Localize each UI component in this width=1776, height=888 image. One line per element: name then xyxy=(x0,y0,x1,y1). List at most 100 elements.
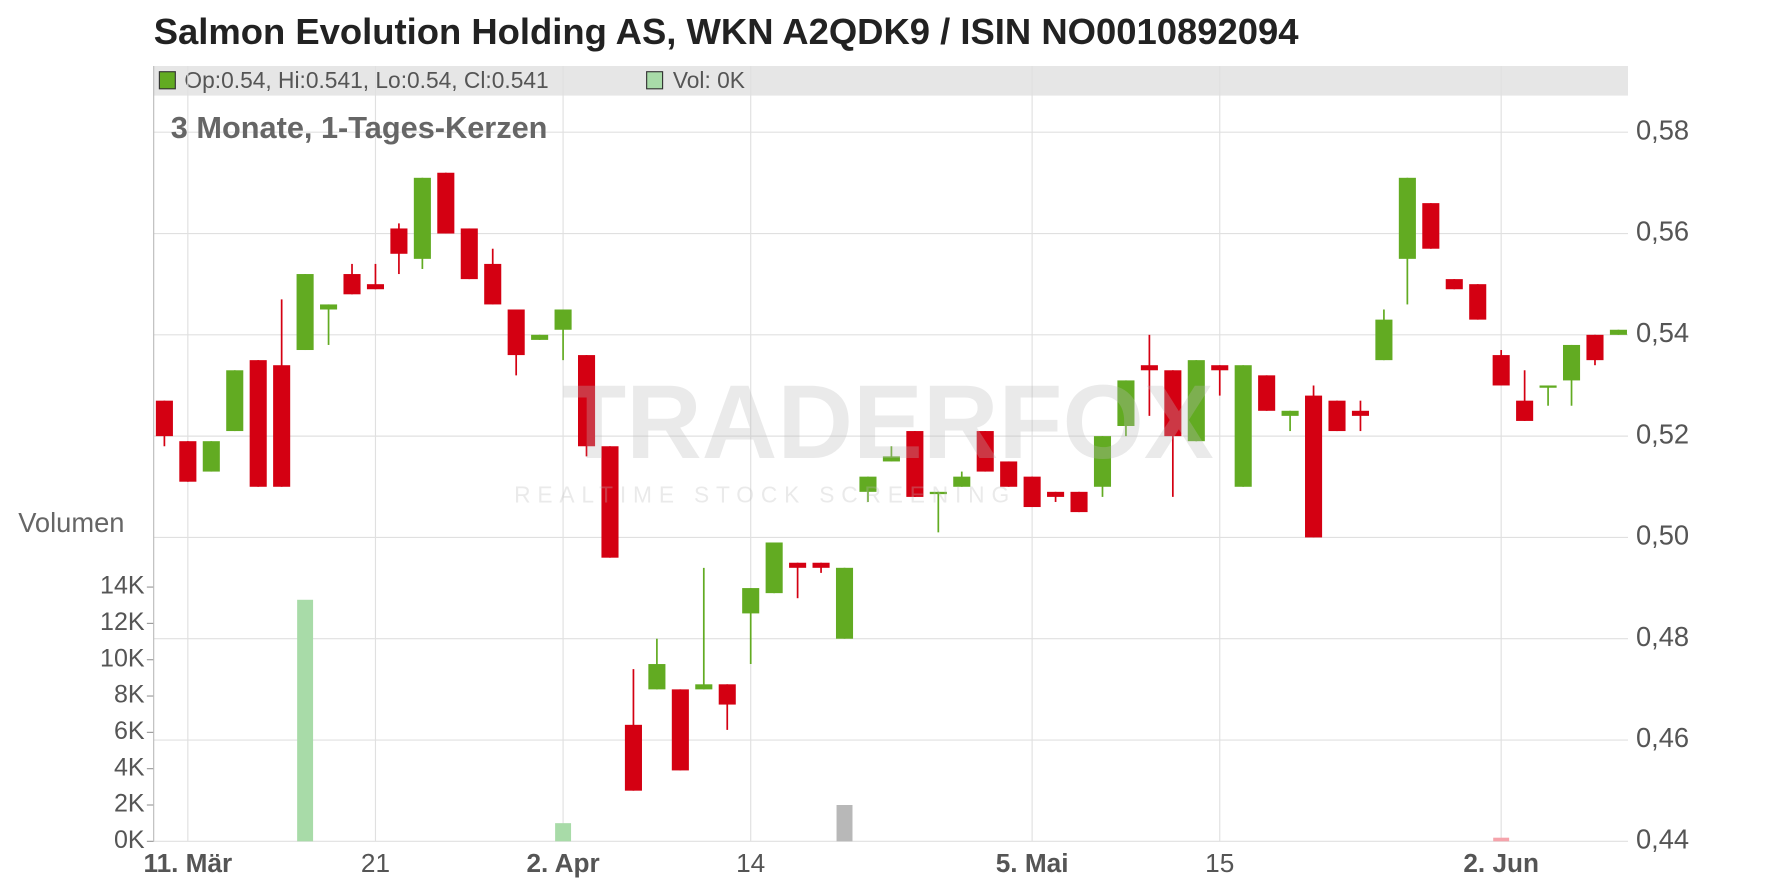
y-tick-label: 0K xyxy=(114,826,145,854)
candle-body xyxy=(343,274,361,295)
candle-body xyxy=(648,664,666,690)
candle-body xyxy=(249,360,267,487)
y-tick-label: 0,58 xyxy=(1636,114,1689,145)
y-tick-label: 0,52 xyxy=(1636,418,1689,449)
ohlc-info: Op:0.54, Hi:0.541, Lo:0.54, Cl:0.541 xyxy=(184,67,548,93)
candle-body xyxy=(1328,400,1346,432)
candle-body xyxy=(1586,334,1604,361)
candle-body xyxy=(179,441,197,482)
candle-body xyxy=(1422,203,1440,249)
candle-body xyxy=(695,684,713,690)
candle-body xyxy=(1117,380,1135,426)
candle-body xyxy=(390,228,408,254)
candle-body xyxy=(1093,436,1112,487)
candle-body xyxy=(1609,329,1627,335)
candle-body xyxy=(859,476,877,492)
candle-body xyxy=(1047,491,1065,497)
candle-body xyxy=(413,177,431,259)
candle-body xyxy=(437,172,455,234)
candle-body xyxy=(976,431,994,472)
candle-body xyxy=(1492,355,1510,386)
candle-body xyxy=(1516,400,1534,421)
volume-bar xyxy=(555,823,572,842)
candle-body xyxy=(1187,360,1205,442)
x-tick-label: 2. Apr xyxy=(526,848,599,878)
x-tick-label: 11. Mär xyxy=(143,848,232,878)
y-tick-label: 6K xyxy=(114,717,145,745)
candle-body xyxy=(601,446,619,558)
candle-body xyxy=(1281,410,1299,416)
candle-body xyxy=(226,370,244,432)
candle-body xyxy=(812,562,830,568)
candle-body xyxy=(1375,319,1393,361)
candle-body xyxy=(320,304,338,310)
candle-body xyxy=(1258,375,1276,411)
candle-body xyxy=(155,400,173,437)
grid xyxy=(146,66,1628,842)
y-tick-label: 12K xyxy=(100,608,145,636)
volume-axis-title: Volumen xyxy=(18,507,124,538)
legend-swatch xyxy=(646,71,664,90)
candle-body xyxy=(1539,385,1557,388)
candle-body xyxy=(531,334,549,340)
candle-body xyxy=(1140,365,1158,371)
candle-body xyxy=(906,431,924,497)
candle-body xyxy=(789,562,807,568)
candle-body xyxy=(765,542,783,594)
candle-body xyxy=(1445,279,1463,290)
candle-body xyxy=(1000,461,1018,487)
candle-body xyxy=(1351,410,1369,416)
watermark: TRADERFOX xyxy=(562,364,1214,481)
volume-bar xyxy=(836,805,853,842)
candle-body xyxy=(718,684,736,705)
volume-bar xyxy=(1493,837,1510,842)
y-tick-label: 10K xyxy=(100,644,145,672)
candle-body xyxy=(554,309,572,330)
y-tick-label: 8K xyxy=(114,681,145,709)
y-tick-label: 0,46 xyxy=(1636,722,1689,753)
candle-body xyxy=(202,441,220,472)
candle-body xyxy=(671,689,689,771)
x-tick-label: 2. Jun xyxy=(1463,848,1539,878)
legend-swatch xyxy=(158,71,176,90)
y-tick-label: 0,48 xyxy=(1636,621,1689,652)
candle-body xyxy=(1469,284,1487,320)
candle-body xyxy=(953,476,971,487)
candle-body xyxy=(1211,365,1229,371)
x-tick-label: 5. Mai xyxy=(996,848,1069,878)
y-tick-label: 0,44 xyxy=(1636,824,1689,855)
y-tick-label: 0,56 xyxy=(1636,216,1689,247)
candle-body xyxy=(296,274,314,351)
candle-body xyxy=(1398,177,1416,259)
candle-body xyxy=(1023,476,1041,508)
x-tick-label: 14 xyxy=(736,848,765,878)
subtitle: 3 Monate, 1-Tages-Kerzen xyxy=(171,110,548,145)
y-tick-label: 14K xyxy=(100,572,145,600)
candle-body xyxy=(366,284,385,290)
candle-body xyxy=(577,355,596,447)
y-tick-label: 4K xyxy=(114,753,145,781)
candle-body xyxy=(742,588,760,614)
candle-body xyxy=(1164,370,1182,437)
x-tick-label: 21 xyxy=(361,848,390,878)
candle-body xyxy=(882,456,900,462)
candle-body xyxy=(1070,491,1088,513)
candle-body xyxy=(273,365,291,487)
candle-body xyxy=(507,309,525,356)
candle-body xyxy=(484,263,502,305)
candle-body xyxy=(1234,365,1252,487)
candle-body xyxy=(460,228,478,280)
y-tick-label: 0,54 xyxy=(1636,317,1689,348)
marks xyxy=(155,172,1627,842)
candle-body xyxy=(624,724,642,791)
candle-body xyxy=(929,491,947,495)
info-bar xyxy=(153,66,1629,96)
y-tick-label: 0,50 xyxy=(1636,520,1689,551)
volume-info: Vol: 0K xyxy=(673,67,745,93)
x-tick-label: 15 xyxy=(1205,848,1234,878)
candle-body xyxy=(1305,395,1323,538)
watermark-tagline: REALTIME STOCK SCREENING xyxy=(514,481,1016,507)
candle-body xyxy=(1562,344,1581,381)
volume-bar xyxy=(297,599,314,842)
